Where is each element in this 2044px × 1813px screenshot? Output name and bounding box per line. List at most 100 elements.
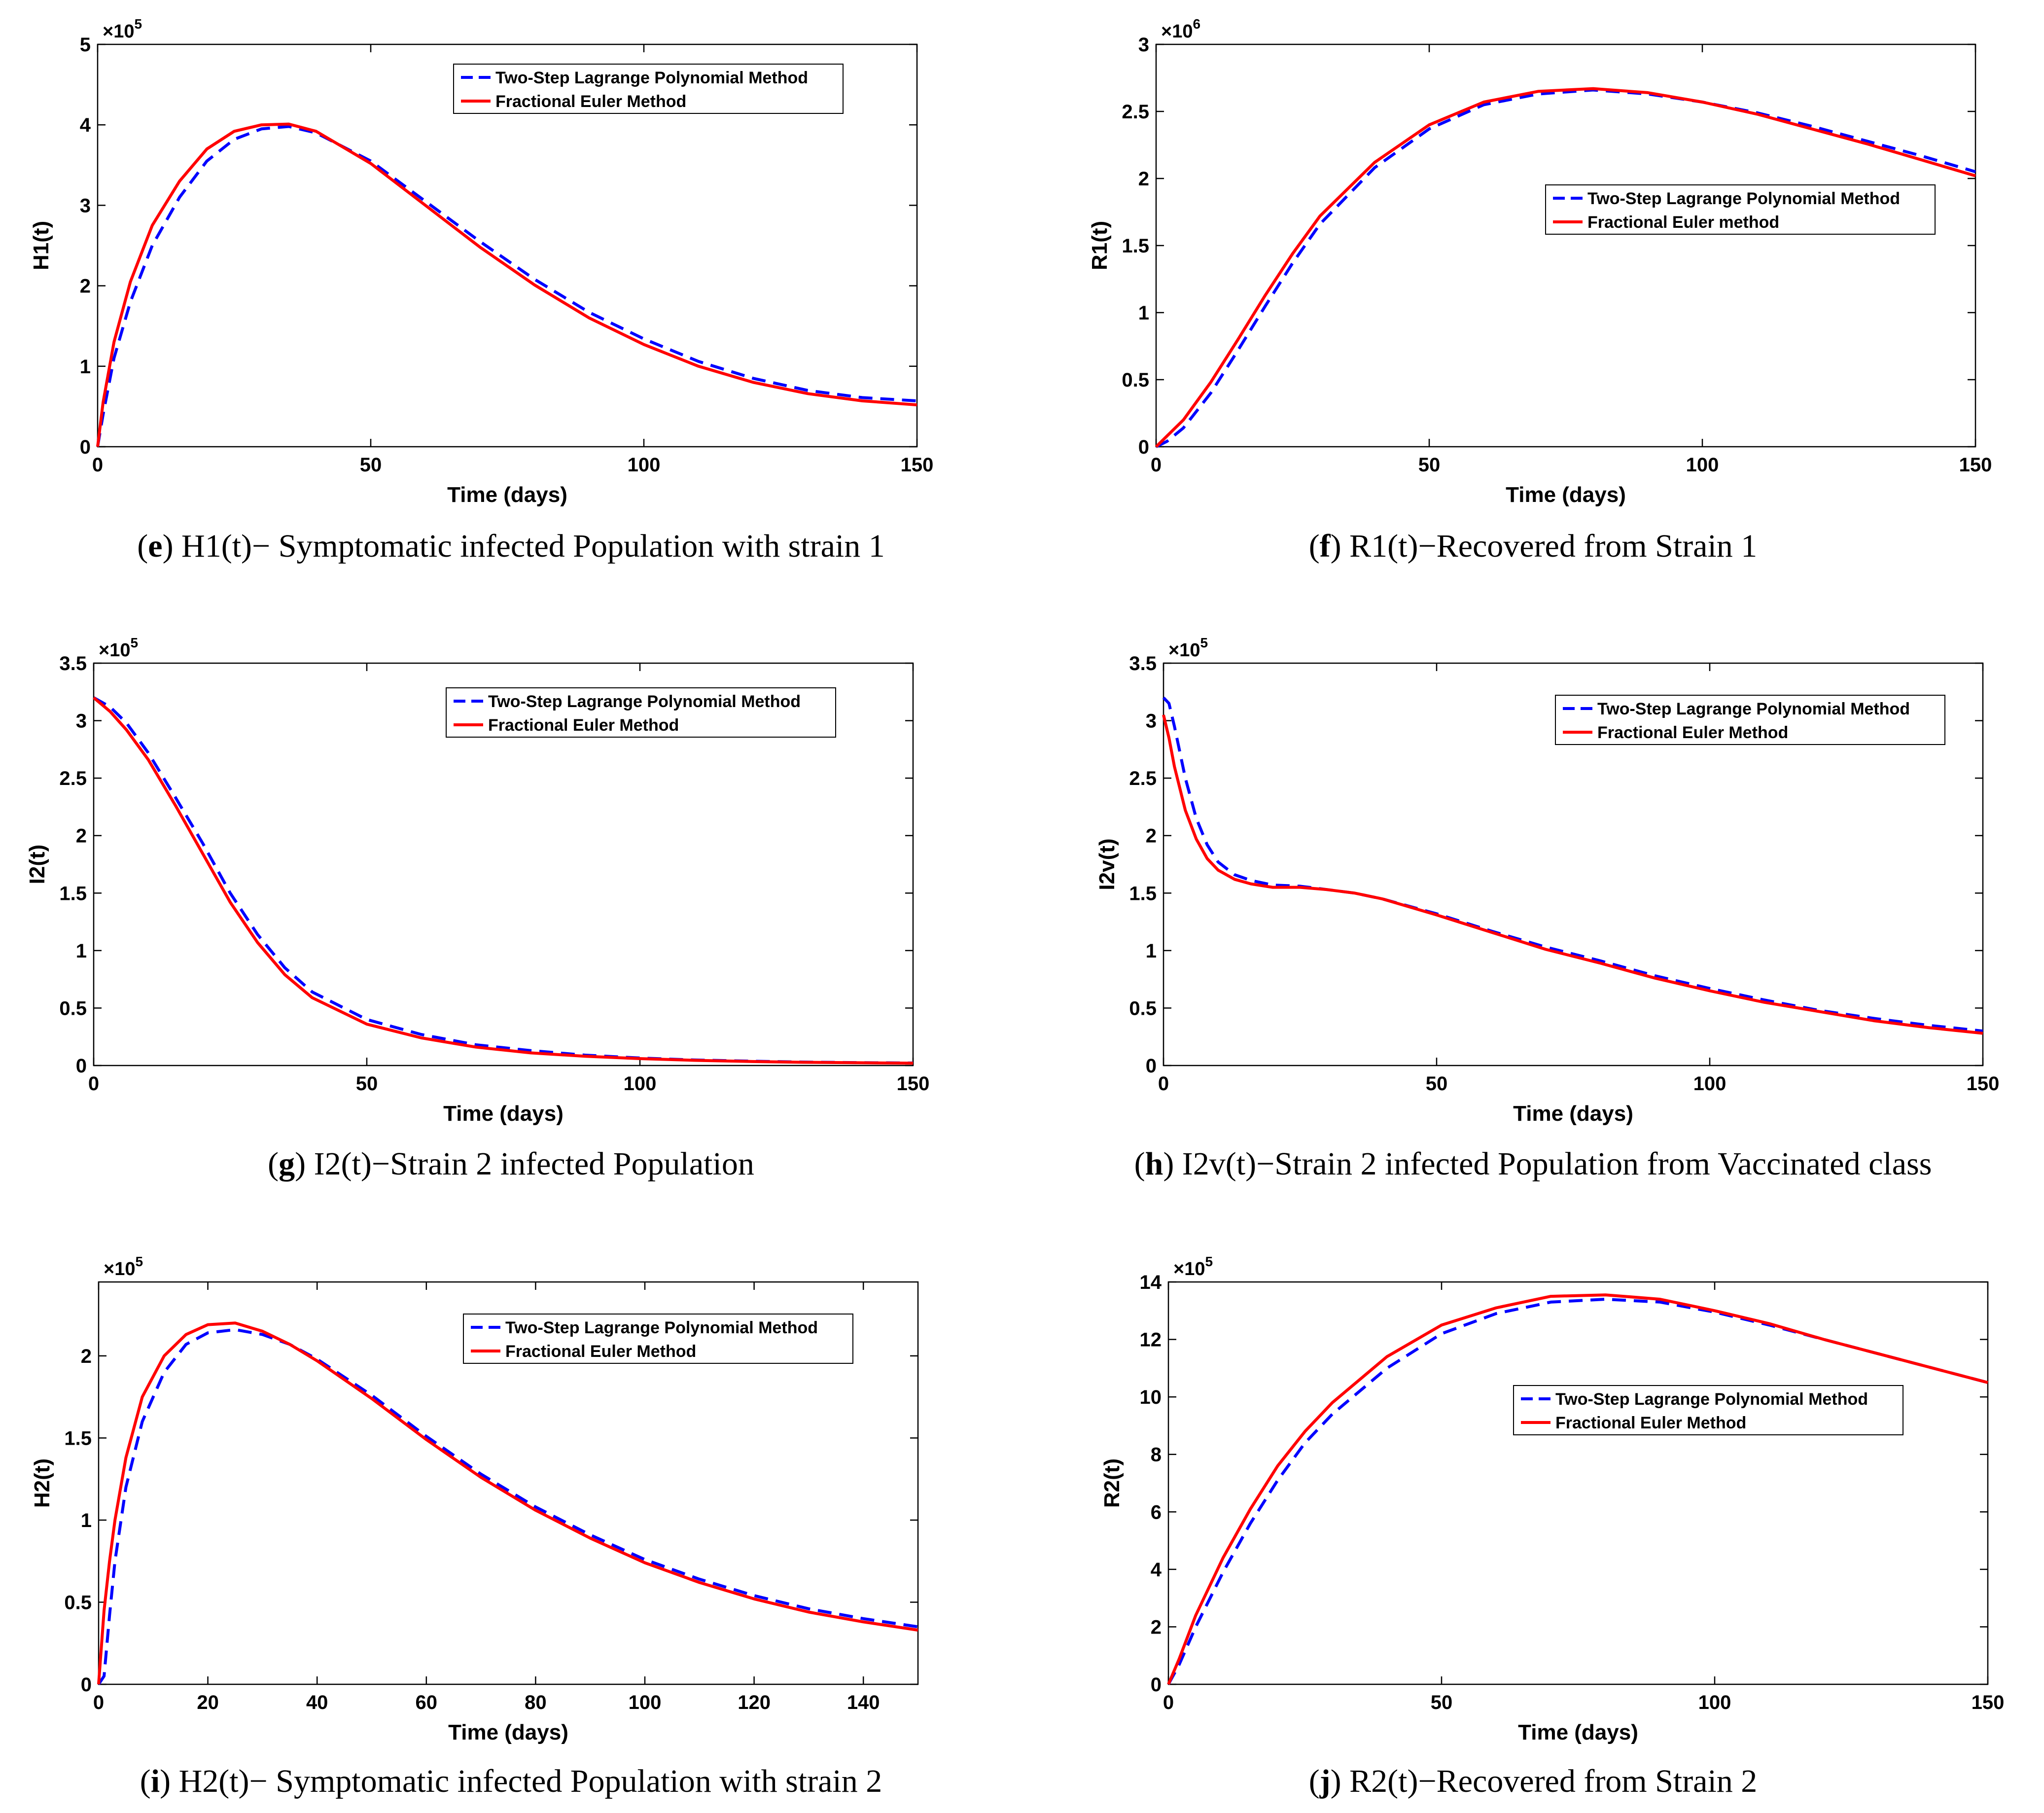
legend-label: Fractional Euler Method — [505, 1342, 696, 1361]
y-tick-label: 0.5 — [1122, 369, 1149, 391]
x-axis-label: Time (days) — [447, 483, 567, 507]
y-tick-label: 3 — [1146, 711, 1157, 732]
legend-label: Fractional Euler method — [1587, 213, 1779, 232]
legend-label: Fractional Euler Method — [495, 92, 686, 111]
y-tick-label: 2 — [81, 1346, 92, 1367]
caption-h: (h) I2v(t)−Strain 2 infected Population … — [1134, 1146, 1932, 1182]
legend: Two-Step Lagrange Polynomial Method Fract… — [1513, 1385, 1903, 1435]
y-tick-label: 2 — [1146, 825, 1157, 847]
legend-box — [453, 64, 844, 114]
y-tick-label: 3.5 — [1129, 653, 1157, 675]
x-tick-label: 50 — [360, 454, 382, 476]
x-tick-label: 150 — [901, 454, 934, 476]
x-axis-label: Time (days) — [448, 1720, 568, 1744]
legend: Two-Step Lagrange Polynomial Method Fract… — [1545, 184, 1936, 235]
y-tick-label: 12 — [1140, 1329, 1162, 1351]
legend-box — [446, 687, 836, 738]
y-axis-label: I2(t) — [25, 845, 49, 885]
legend: Two-Step Lagrange Polynomial Method Fract… — [453, 64, 844, 114]
y-tick-label: 1.5 — [59, 883, 87, 904]
x-tick-label: 80 — [525, 1692, 547, 1713]
legend-label: Two-Step Lagrange Polynomial Method — [505, 1318, 818, 1337]
series-line-euler — [1162, 714, 1983, 1035]
x-tick-label: 0 — [1163, 1692, 1174, 1713]
y-tick-label: 5 — [80, 34, 91, 56]
caption-i: (i) H2(t)− Symptomatic infected Populati… — [140, 1763, 882, 1799]
caption-g: (g) I2(t)−Strain 2 infected Population — [268, 1146, 754, 1182]
legend-label: Two-Step Lagrange Polynomial Method — [1555, 1390, 1868, 1409]
x-tick-label: 0 — [88, 1073, 99, 1095]
y-tick-label: 10 — [1140, 1386, 1162, 1408]
legend-label: Fractional Euler Method — [1555, 1414, 1746, 1432]
y-tick-label: 1 — [80, 356, 91, 378]
x-tick-label: 0 — [93, 1692, 104, 1713]
caption-f: (f) R1(t)−Recovered from Strain 1 — [1308, 528, 1758, 564]
y-tick-label: 0 — [1151, 1674, 1162, 1696]
legend: Two-Step Lagrange Polynomial Method Fract… — [446, 687, 836, 738]
x-tick-label: 150 — [1959, 454, 1992, 476]
legend-label: Fractional Euler Method — [488, 716, 679, 735]
x-tick-label: 100 — [628, 454, 661, 476]
y-tick-label: 2 — [1151, 1616, 1162, 1638]
y-tick-label: 0.5 — [64, 1592, 92, 1613]
x-tick-label: 50 — [1426, 1073, 1448, 1095]
x-tick-label: 140 — [847, 1692, 880, 1713]
x-tick-label: 100 — [629, 1692, 662, 1713]
y-tick-label: 1 — [1146, 940, 1157, 962]
x-axis-label: Time (days) — [1506, 483, 1626, 507]
y-tick-label: 0 — [1138, 436, 1149, 458]
x-tick-label: 150 — [1972, 1692, 2005, 1713]
y-tick-label: 3 — [76, 711, 87, 732]
y-tick-label: 2.5 — [59, 768, 87, 789]
x-tick-label: 0 — [1158, 1073, 1169, 1095]
series-line-euler — [1155, 87, 1976, 448]
legend-label: Fractional Euler Method — [1597, 723, 1788, 742]
y-tick-label: 0 — [81, 1674, 92, 1696]
y-tick-label: 3 — [1138, 34, 1149, 56]
y-axis-label: R1(t) — [1088, 221, 1112, 270]
x-tick-label: 120 — [738, 1692, 771, 1713]
legend-label: Two-Step Lagrange Polynomial Method — [495, 69, 808, 87]
caption-e: (e) H1(t)− Symptomatic infected Populati… — [137, 528, 885, 564]
x-tick-label: 50 — [356, 1073, 378, 1095]
y-tick-label: 1.5 — [1129, 883, 1157, 904]
y-tick-label: 1 — [76, 940, 87, 962]
y-tick-label: 8 — [1151, 1444, 1162, 1466]
x-tick-label: 100 — [624, 1073, 657, 1095]
y-tick-label: 6 — [1151, 1501, 1162, 1523]
y-tick-label: 0 — [1146, 1055, 1157, 1077]
x-tick-label: 0 — [1151, 454, 1162, 476]
series-line-euler — [97, 1321, 918, 1685]
plot-area — [1155, 43, 1976, 448]
y-tick-label: 0.5 — [1129, 997, 1157, 1019]
series-line-lagrange — [93, 696, 914, 1065]
x-tick-label: 60 — [416, 1692, 438, 1713]
x-axis-label: Time (days) — [1513, 1102, 1633, 1126]
x-tick-label: 0 — [92, 454, 103, 476]
legend-label: Two-Step Lagrange Polynomial Method — [1597, 700, 1910, 718]
legend-label: Two-Step Lagrange Polynomial Method — [488, 692, 801, 711]
legend-box — [1513, 1385, 1903, 1435]
x-tick-label: 150 — [1967, 1073, 2000, 1095]
x-axis-label: Time (days) — [443, 1102, 564, 1126]
y-axis-label: R2(t) — [1100, 1458, 1124, 1508]
caption-j: (j) R2(t)−Recovered from Strain 2 — [1308, 1763, 1758, 1799]
y-axis-exponent: ×105 — [1173, 1254, 1213, 1280]
y-axis-label: I2v(t) — [1095, 838, 1119, 890]
y-tick-label: 2.5 — [1122, 101, 1149, 123]
y-tick-label: 2 — [76, 825, 87, 847]
x-tick-label: 20 — [197, 1692, 219, 1713]
y-tick-label: 1 — [81, 1510, 92, 1531]
legend-box — [1555, 695, 1945, 745]
y-axis-label: H2(t) — [30, 1458, 54, 1508]
y-tick-label: 4 — [80, 114, 91, 136]
y-tick-label: 4 — [1151, 1559, 1162, 1581]
y-tick-label: 1.5 — [64, 1427, 92, 1449]
x-axis-label: Time (days) — [1518, 1720, 1638, 1744]
